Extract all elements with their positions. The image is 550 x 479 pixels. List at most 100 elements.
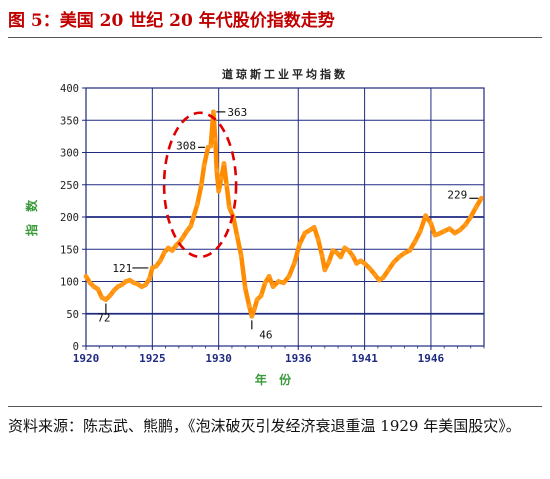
plot-frame (85, 87, 485, 347)
gridlines (86, 87, 484, 346)
data-point (216, 188, 222, 194)
data-point (143, 282, 149, 288)
source-divider (8, 406, 542, 407)
data-point (262, 280, 268, 286)
data-point (326, 259, 332, 265)
annotation-label-72: 72 (97, 312, 110, 325)
y-tick-label-0: 0 (73, 341, 79, 353)
data-point (391, 259, 397, 265)
data-point (468, 214, 474, 220)
x-tick-label-1936: 1936 (285, 352, 312, 365)
y-tick-label-250: 250 (60, 180, 79, 192)
source-note: 资料来源：陈志武、熊鹏，《泡沫破灭引发经济衰退重温 1929 年美国股灾》。 (8, 417, 521, 435)
data-point (87, 280, 93, 286)
data-point (311, 224, 317, 230)
data-point (396, 254, 402, 260)
data-point (342, 245, 348, 251)
data-point (266, 273, 272, 279)
data-point (436, 231, 442, 237)
data-point (234, 233, 240, 239)
data-point (281, 280, 287, 286)
data-point (115, 284, 121, 290)
data-point (270, 284, 276, 290)
data-point (286, 273, 292, 279)
x-axis-label: 年 份 (255, 372, 295, 387)
y-tick-label-50: 50 (66, 309, 79, 321)
data-point (346, 248, 352, 253)
y-tick-label-150: 150 (60, 244, 79, 256)
data-point (372, 272, 378, 278)
data-point (210, 109, 216, 115)
data-point (402, 250, 407, 256)
data-point (184, 228, 190, 234)
data-point (212, 137, 218, 142)
y-axis-label: 指 数 (24, 196, 39, 236)
data-point (149, 265, 155, 271)
x-tick-label-1925: 1925 (139, 352, 166, 365)
series-dow-jones (83, 109, 484, 319)
data-point (291, 261, 297, 266)
data-point (478, 195, 484, 201)
y-tick-label-300: 300 (60, 148, 79, 160)
data-point (131, 280, 137, 286)
data-point (315, 237, 321, 242)
data-point (188, 223, 194, 229)
data-point (95, 286, 101, 292)
data-point (111, 288, 117, 293)
dow-jones-chart: 0 50 100 150 200 250 300 350 400 1920 1925 1930 1936… (24, 67, 485, 387)
data-point (302, 230, 308, 236)
data-point (463, 222, 468, 228)
annotation-label-121: 121 (112, 262, 132, 275)
data-point (354, 261, 360, 266)
data-point (322, 267, 328, 273)
data-point (452, 230, 458, 236)
title-divider (8, 37, 542, 38)
data-point (208, 143, 214, 149)
data-point (249, 313, 255, 319)
data-point (334, 250, 340, 255)
data-point (407, 248, 413, 253)
data-point (252, 306, 257, 311)
data-point (242, 285, 248, 291)
x-tick-label-1946: 1946 (418, 352, 445, 365)
data-point (376, 277, 382, 283)
data-point (107, 293, 113, 299)
data-point (246, 303, 252, 309)
y-tick-label-400: 400 (60, 83, 79, 95)
data-point (457, 227, 463, 233)
data-point (127, 277, 133, 283)
data-point (412, 239, 418, 244)
chart-title: 道琼斯工业平均指数 (222, 67, 348, 81)
data-point (275, 279, 281, 284)
data-point (103, 297, 109, 302)
y-tick-label-350: 350 (60, 115, 79, 127)
annotation-label-46: 46 (259, 328, 272, 341)
data-point (191, 214, 196, 220)
data-point (165, 245, 171, 251)
data-point (367, 266, 373, 271)
data-point (338, 254, 344, 260)
figure-title: 图 5：美国 20 世纪 20 年代股价指数走势 (8, 11, 335, 31)
data-point (201, 163, 207, 168)
data-point (199, 182, 204, 188)
y-tick-label-200: 200 (60, 212, 79, 224)
data-point (214, 168, 220, 173)
x-tick-label-1930: 1930 (205, 352, 232, 365)
data-point (147, 275, 153, 281)
data-point (218, 175, 224, 181)
data-point (307, 227, 313, 233)
data-point (358, 258, 364, 264)
data-point (99, 295, 105, 301)
data-point (350, 253, 356, 259)
data-point (254, 297, 260, 302)
data-point (362, 261, 367, 266)
annotation-label-229: 229 (447, 188, 467, 201)
data-point (238, 253, 244, 259)
data-point (221, 161, 227, 166)
data-point (226, 204, 232, 210)
data-point (386, 267, 391, 273)
data-point (319, 253, 325, 259)
data-point (330, 248, 336, 253)
data-point (135, 281, 141, 287)
data-point (195, 201, 200, 207)
